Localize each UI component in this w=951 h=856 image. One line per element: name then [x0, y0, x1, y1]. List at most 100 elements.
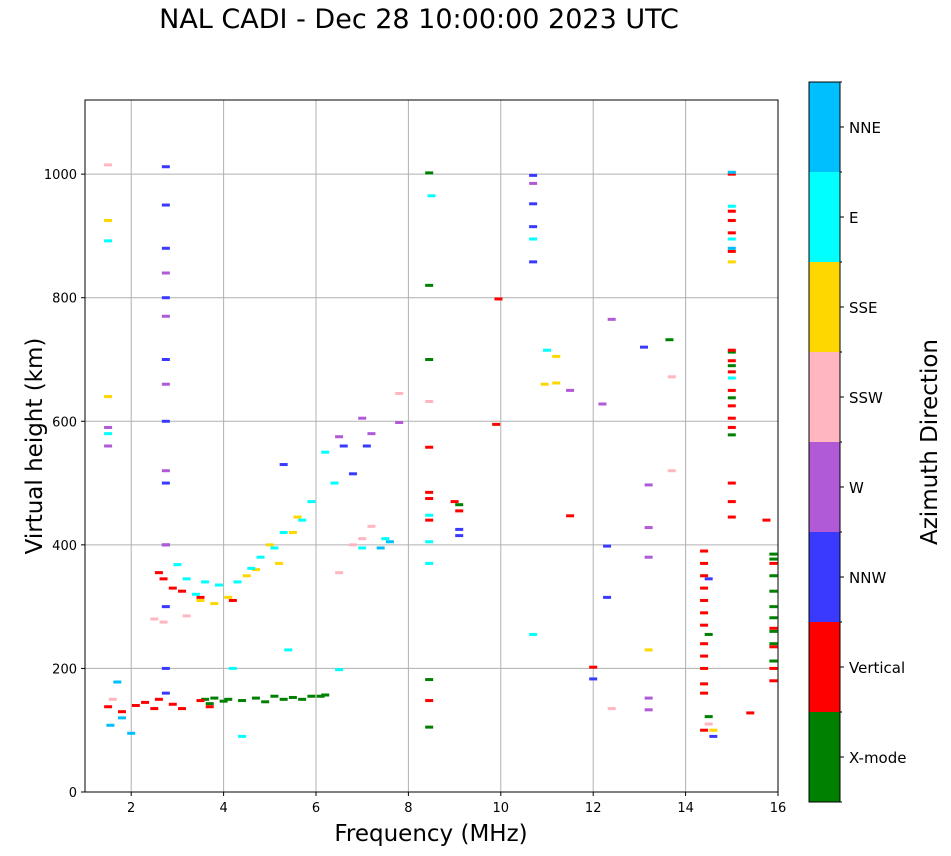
data-point	[727, 388, 736, 392]
data-point	[727, 209, 736, 213]
series-nnw	[161, 165, 718, 738]
data-point	[425, 540, 434, 544]
y-tick-label: 600	[52, 415, 77, 430]
y-tick-label: 800	[52, 292, 77, 307]
data-point	[644, 708, 653, 712]
colorbar-segment	[809, 262, 840, 352]
data-point	[376, 546, 385, 550]
colorbar-segment	[809, 172, 840, 262]
data-point	[161, 296, 170, 300]
data-point	[769, 659, 778, 663]
data-point	[727, 425, 736, 429]
data-point	[247, 566, 256, 570]
data-point	[161, 666, 170, 670]
data-point	[210, 602, 219, 606]
colorbar-tick-label: NNW	[849, 569, 886, 587]
data-point	[108, 697, 117, 701]
data-point	[700, 691, 709, 695]
data-point	[279, 531, 288, 534]
data-point	[700, 682, 709, 686]
data-point	[644, 526, 653, 530]
data-point	[607, 317, 616, 321]
data-point	[603, 595, 612, 599]
data-point	[529, 632, 538, 636]
data-point	[704, 632, 713, 636]
data-point	[307, 694, 316, 698]
data-point	[425, 497, 434, 501]
y-tick-label: 1000	[44, 168, 77, 183]
data-point	[607, 707, 616, 711]
data-point	[141, 700, 150, 704]
x-tick-label: 8	[404, 801, 412, 816]
y-tick-label: 200	[52, 662, 77, 677]
data-point	[425, 699, 434, 703]
data-point	[589, 677, 598, 681]
x-axis-label: Frequency (MHz)	[334, 821, 527, 847]
data-point	[219, 699, 228, 703]
data-point	[256, 555, 265, 559]
data-point	[425, 518, 434, 522]
data-point	[150, 617, 159, 621]
data-point	[238, 734, 247, 738]
data-point	[425, 171, 434, 175]
data-point	[700, 623, 709, 627]
x-tick-label: 4	[219, 801, 227, 816]
data-point	[704, 715, 713, 719]
data-point	[265, 543, 274, 547]
data-point	[769, 616, 778, 620]
data-point	[700, 642, 709, 646]
data-point	[455, 534, 464, 538]
data-point	[700, 598, 709, 602]
data-point	[700, 549, 709, 553]
data-point	[700, 654, 709, 658]
series-vertical	[104, 172, 778, 732]
data-point	[540, 382, 549, 386]
data-point	[543, 348, 551, 352]
data-point	[700, 586, 709, 590]
data-point	[168, 586, 177, 590]
data-point	[161, 271, 170, 275]
chart-title: NAL CADI - Dec 28 10:00:00 2023 UTC	[159, 4, 679, 35]
data-point	[727, 515, 736, 519]
colorbar-tick-label: Vertical	[849, 659, 905, 677]
data-point	[529, 181, 538, 185]
data-point	[279, 697, 288, 701]
data-point	[161, 165, 170, 169]
data-point	[667, 469, 676, 473]
data-point	[161, 358, 170, 361]
series-e	[104, 194, 736, 738]
data-point	[161, 382, 170, 386]
data-point	[233, 580, 242, 584]
data-point	[746, 711, 755, 715]
data-point	[117, 716, 126, 720]
data-point	[667, 375, 676, 379]
data-point	[159, 620, 168, 624]
data-point	[367, 432, 376, 436]
data-point	[228, 598, 237, 602]
colorbar-segment	[809, 622, 840, 712]
data-point	[455, 527, 464, 531]
colorbar-frame	[808, 81, 841, 803]
data-point	[727, 204, 736, 208]
data-point	[700, 574, 709, 578]
data-point	[104, 395, 113, 399]
data-point	[769, 574, 778, 578]
data-point	[769, 645, 778, 649]
data-point	[644, 648, 653, 652]
data-point	[288, 695, 297, 699]
data-point	[104, 239, 113, 243]
data-point	[104, 705, 113, 709]
data-point	[106, 723, 115, 727]
data-point	[104, 444, 113, 448]
data-point	[704, 577, 713, 581]
data-point	[727, 481, 736, 485]
data-point	[358, 546, 367, 550]
data-point	[769, 679, 778, 683]
data-point	[727, 231, 736, 235]
series-ssw	[104, 163, 713, 726]
data-point	[727, 433, 736, 437]
data-point	[727, 416, 736, 420]
data-point	[552, 354, 561, 358]
data-point	[173, 563, 182, 567]
data-point	[425, 561, 434, 565]
